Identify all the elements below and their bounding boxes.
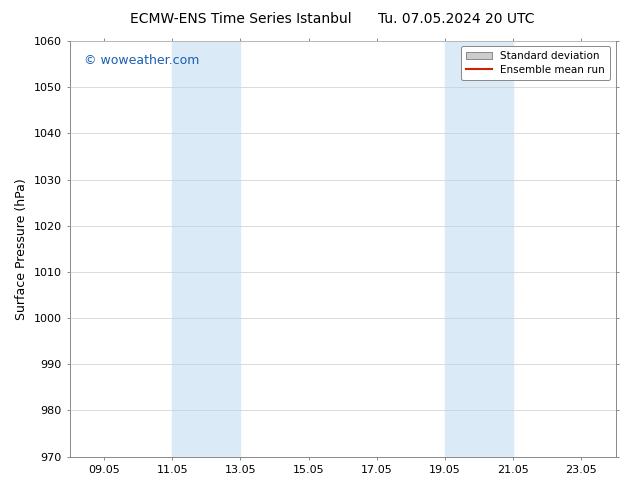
Text: ECMW-ENS Time Series Istanbul: ECMW-ENS Time Series Istanbul	[130, 12, 352, 26]
Y-axis label: Surface Pressure (hPa): Surface Pressure (hPa)	[15, 178, 28, 320]
Text: Tu. 07.05.2024 20 UTC: Tu. 07.05.2024 20 UTC	[378, 12, 534, 26]
Bar	[445, 41, 514, 457]
Text: © woweather.com: © woweather.com	[84, 53, 199, 67]
Legend: Standard deviation, Ensemble mean run: Standard deviation, Ensemble mean run	[461, 46, 611, 80]
Bar	[172, 41, 240, 457]
